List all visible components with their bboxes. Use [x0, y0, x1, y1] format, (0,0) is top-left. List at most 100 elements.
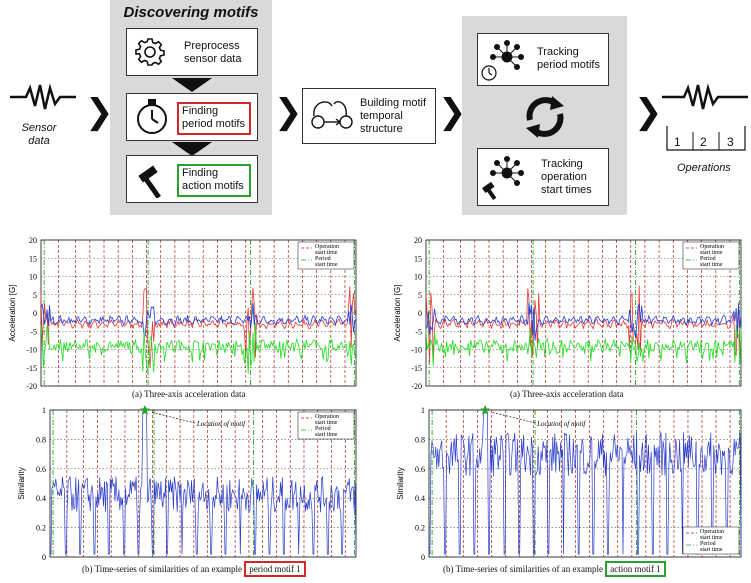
sensor-data-label: Sensor data	[21, 122, 57, 147]
sensor-wave-icon	[10, 83, 76, 110]
caption-period-motif-highlight: period motif 1	[244, 561, 306, 577]
y-tick-label: 0.2	[36, 524, 46, 533]
tracking-period-box	[477, 33, 609, 86]
series-line-1	[425, 302, 742, 341]
y-tick-label: -5	[30, 327, 37, 336]
y-tick-label: 5	[33, 291, 37, 300]
y-tick-label: 0.8	[36, 435, 46, 444]
motif-location-star	[139, 405, 150, 415]
y-tick-label: 0	[33, 309, 37, 318]
caption-action-motif-highlight: action motif 1	[605, 561, 666, 577]
y-axis-label: Similarity	[17, 467, 26, 499]
plot-frame	[428, 409, 742, 558]
period-motifs-highlight	[177, 102, 251, 135]
legend-label: start time	[700, 262, 723, 268]
tracking-operation-label: Tracking operation start times	[541, 158, 592, 196]
legend-box	[297, 411, 355, 440]
series-line-0	[425, 285, 742, 363]
y-tick-label: 15	[29, 254, 37, 263]
y-tick-label: 15	[414, 254, 422, 263]
chart-3: 0 0.2 0.4 0.6 0.8 1 Similarity Location of moti…	[396, 405, 742, 562]
arrow-chevron-1: ❯	[85, 92, 114, 132]
operations-bracket	[666, 126, 746, 151]
series-line-2	[425, 325, 742, 366]
discovering-motifs-title: Discovering motifs	[123, 4, 259, 21]
legend-label: start time	[315, 262, 338, 268]
plot-frame	[49, 409, 357, 558]
legend-box	[682, 241, 740, 270]
hammer-icon	[138, 165, 161, 198]
caption-accel-left: (a) Three-axis acceleration data	[132, 389, 246, 399]
legend-label: Operation	[700, 529, 724, 535]
legend-label: start time	[315, 432, 338, 438]
action-motifs-highlight	[177, 164, 251, 197]
chart-2: 0 0.2 0.4 0.6 0.8 1 Similarity Location of moti…	[17, 405, 357, 562]
legend-box	[297, 241, 355, 270]
y-tick-label: 0.6	[415, 465, 425, 474]
legend-label: Period	[315, 426, 331, 432]
series-line-1	[40, 303, 357, 337]
y-tick-label: 0.4	[36, 494, 46, 503]
building-label: Building motif temporal structure	[360, 97, 427, 135]
y-tick-label: -20	[411, 382, 422, 391]
legend-label: Operation	[700, 244, 724, 250]
y-tick-label: 10	[414, 273, 422, 282]
y-axis-label: Acceleration [G]	[393, 285, 402, 342]
building-structure-box	[302, 88, 436, 144]
caption-sim-left: (b) Time-series of similarities of an ex…	[82, 561, 306, 577]
y-axis-label: Acceleration [G]	[8, 285, 17, 342]
operation-2: 2	[700, 135, 707, 149]
y-tick-label: -5	[415, 327, 422, 336]
annotation-arrow	[491, 411, 536, 424]
tracking-period-label: Tracking period motifs	[537, 46, 600, 71]
y-tick-label: -10	[411, 346, 422, 355]
finding-period-label: Finding period motifs	[182, 105, 245, 130]
series-line-0	[40, 286, 357, 368]
annotation-label: Location of motif	[536, 420, 586, 428]
output-wave-icon	[662, 83, 748, 110]
legend-label: start time	[315, 250, 338, 256]
motif-network-stopwatch-icon	[481, 40, 524, 81]
y-tick-label: -15	[411, 364, 422, 373]
operations-label: Operations	[677, 162, 731, 174]
legend-label: start time	[700, 250, 723, 256]
down-triangle-icon	[172, 142, 212, 156]
caption-sim-right-prefix: (b) Time-series of similarities of an ex…	[443, 564, 606, 574]
y-tick-label: -15	[26, 364, 37, 373]
y-tick-label: 0.6	[36, 465, 46, 474]
similarity-line	[50, 412, 357, 555]
y-tick-label: -20	[26, 382, 37, 391]
y-tick-label: 0.8	[415, 435, 425, 444]
legend-label: Period	[315, 256, 331, 262]
y-tick-label: 5	[418, 291, 422, 300]
preprocess-box	[126, 28, 258, 76]
legend-label: Period	[700, 541, 716, 547]
legend-label: Period	[700, 256, 716, 262]
y-tick-label: 20	[29, 236, 37, 245]
stopwatch-icon	[137, 99, 167, 134]
legend-label: start time	[315, 420, 338, 426]
annotation-label: Location of motif	[196, 420, 246, 428]
arrow-chevron-4: ❯	[634, 92, 663, 132]
series-line-2	[40, 322, 357, 374]
plot-frame	[40, 239, 357, 387]
legend-box	[682, 526, 740, 555]
legend-label: start time	[700, 547, 723, 553]
tracking-operation-box	[477, 148, 609, 206]
motif-network-hammer-icon	[482, 156, 524, 201]
motif-location-star	[480, 405, 491, 415]
legend-label: Operation	[315, 244, 339, 250]
y-tick-label: 20	[414, 236, 422, 245]
legend-label: Operation	[315, 414, 339, 420]
legend-label: start time	[700, 535, 723, 541]
y-tick-label: 0	[421, 553, 425, 562]
y-tick-label: 1	[42, 406, 46, 415]
refresh-cycle-icon	[526, 96, 564, 138]
y-tick-label: 10	[29, 273, 37, 282]
operation-3: 3	[727, 135, 734, 149]
similarity-line	[429, 412, 742, 555]
chart-1: -20 -15 -10 -5 0 5 10 15 20 Acceleration [G] Opera…	[393, 236, 742, 391]
operation-1: 1	[674, 135, 681, 149]
arrow-chevron-2: ❯	[274, 92, 303, 132]
